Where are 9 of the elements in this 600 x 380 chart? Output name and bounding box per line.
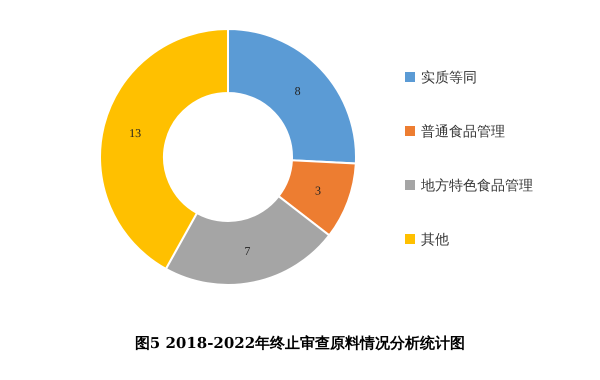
legend-label: 其他 xyxy=(421,232,449,248)
legend-label: 地方特色食品管理 xyxy=(420,178,533,194)
legend-label: 普通食品管理 xyxy=(421,123,505,140)
data-label: 8 xyxy=(294,84,301,98)
text: 图5 2018-2022年终止审查原料情况分析统计图 xyxy=(134,334,466,352)
data-label: 7 xyxy=(244,244,250,258)
data-label: 3 xyxy=(315,183,322,198)
data-label: 13 xyxy=(129,126,142,140)
legend-label: 实质等同 xyxy=(421,70,477,86)
